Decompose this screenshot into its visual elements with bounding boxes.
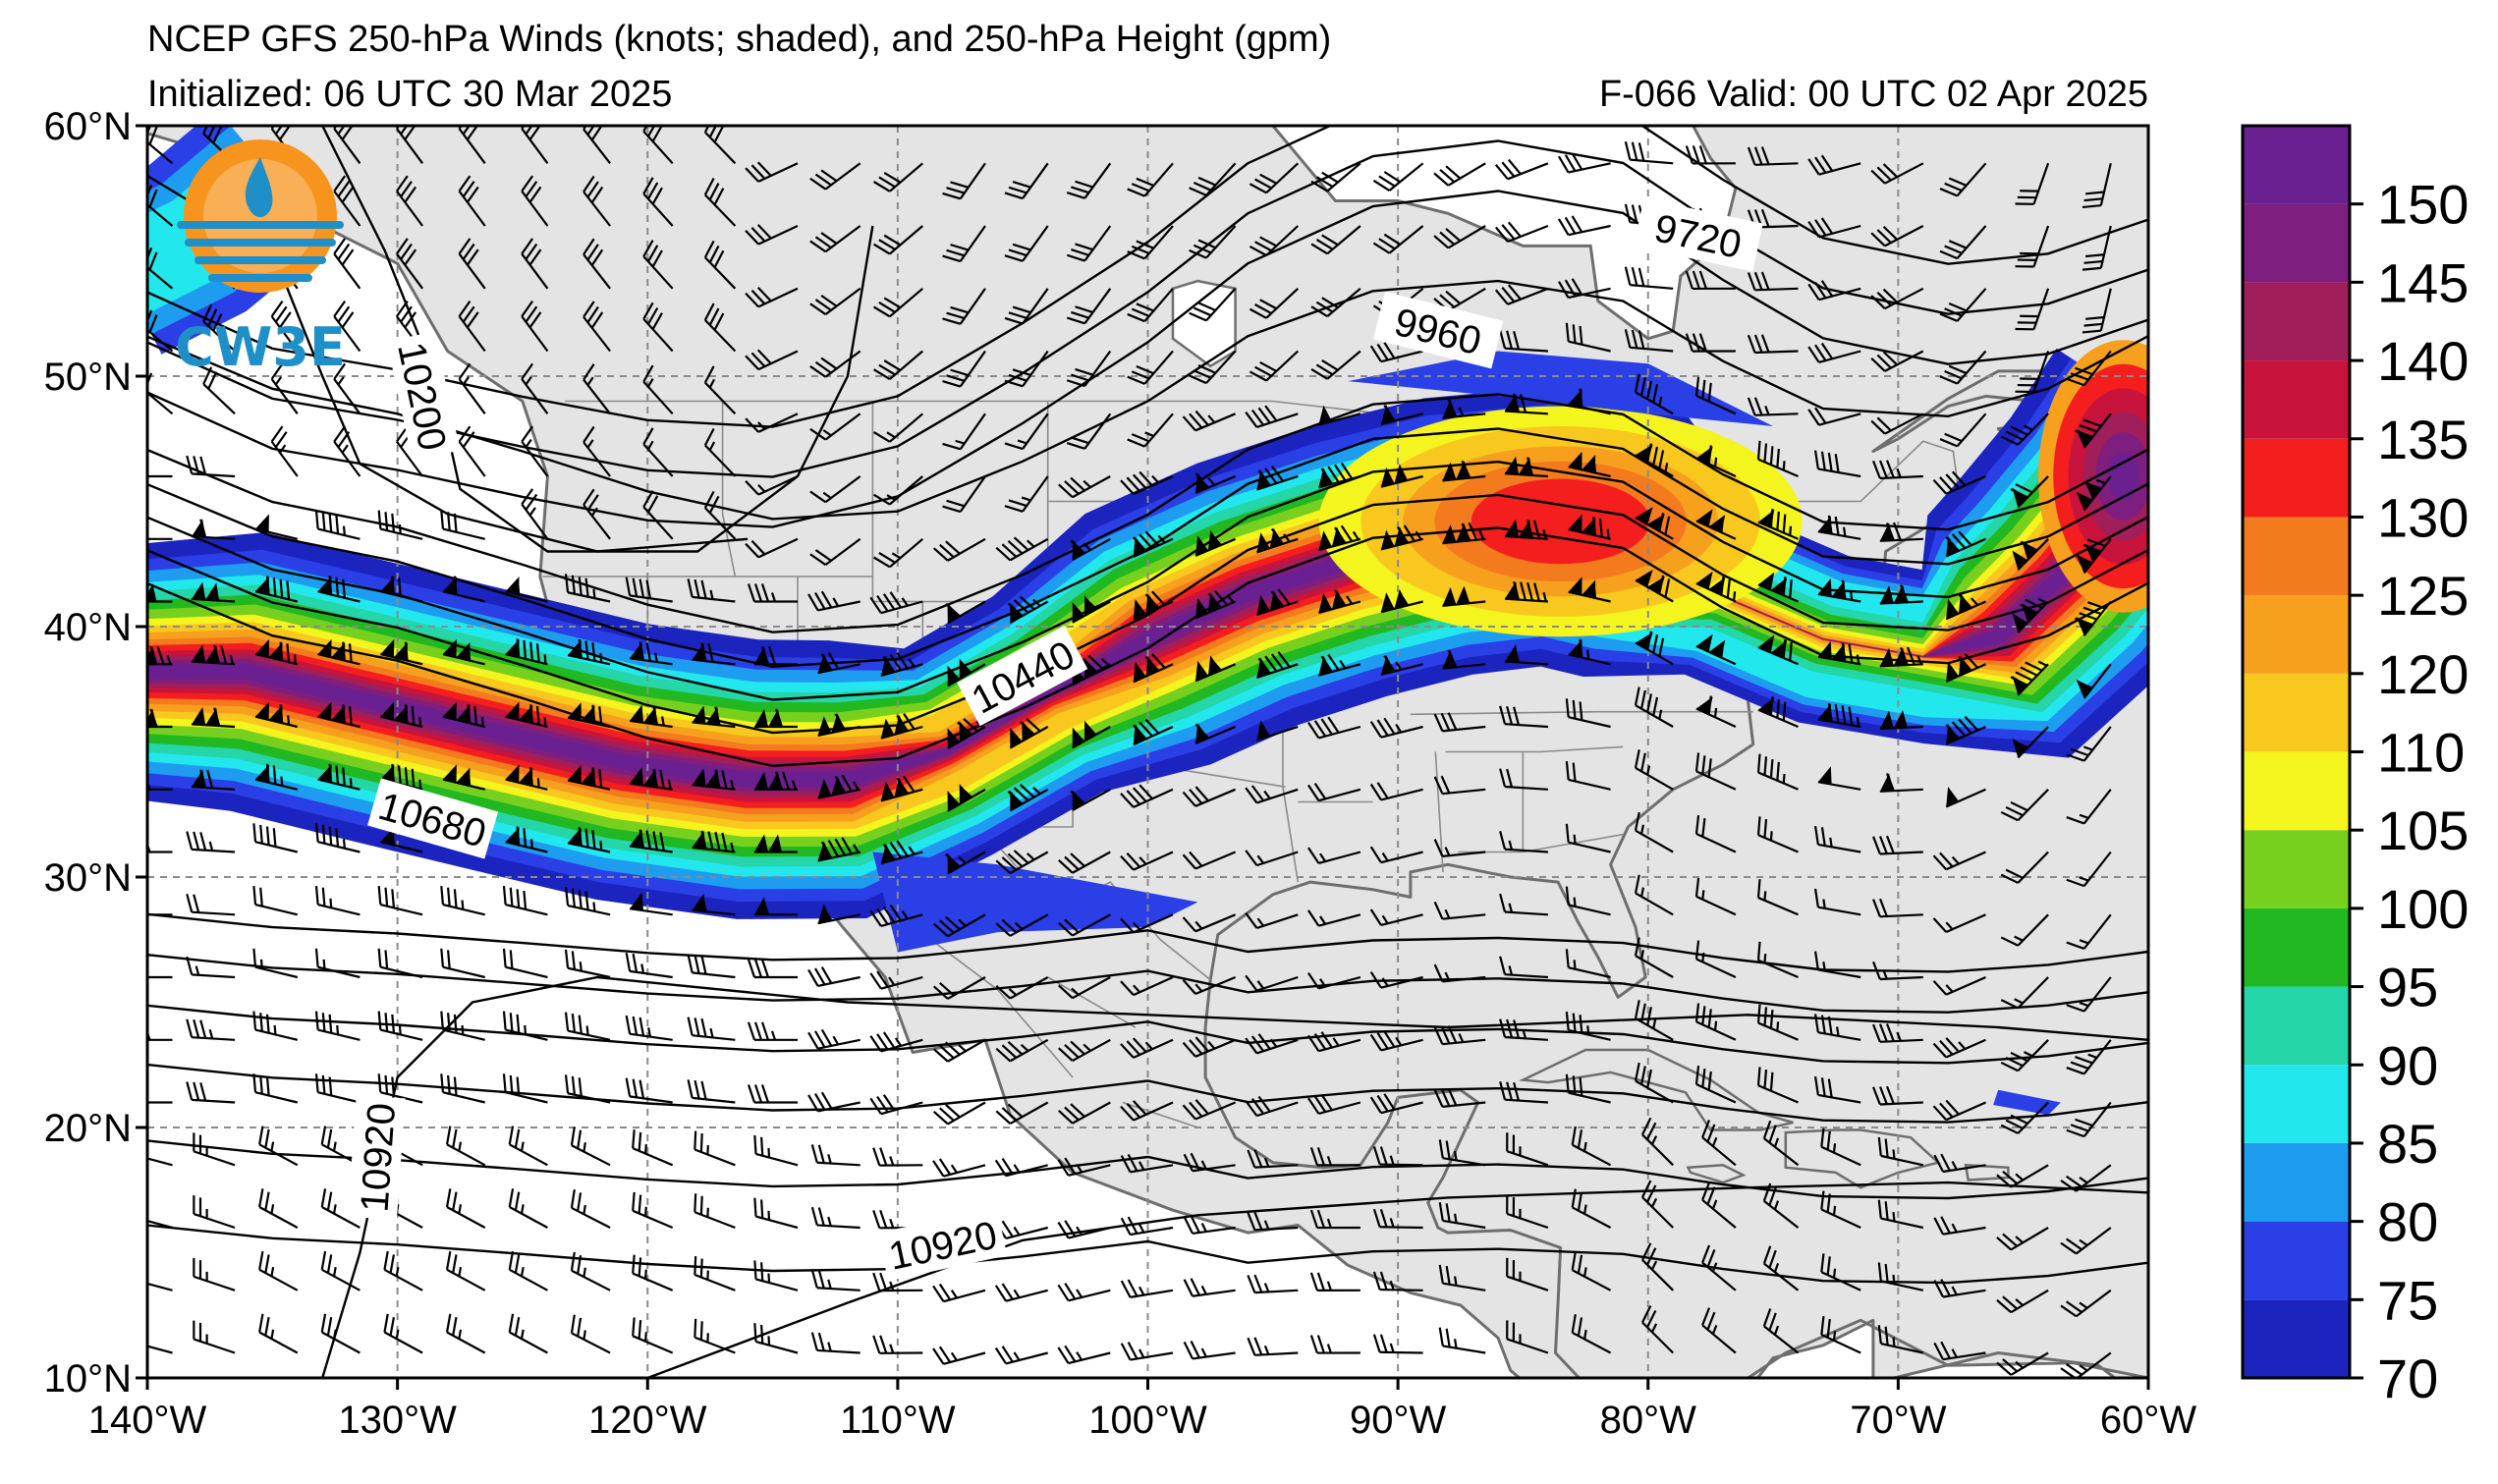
latitude-axis: 60°N 50°N 40°N 30°N 20°N 10°N <box>44 105 147 1401</box>
logo-text: CW3E <box>175 316 346 378</box>
colorbar-label: 75 <box>2377 1269 2438 1331</box>
lat-tick-label: 50°N <box>44 356 132 399</box>
lon-tick-label: 100°W <box>1088 1399 1207 1442</box>
colorbar-swatch <box>2243 126 2350 204</box>
init-time: Initialized: 06 UTC 30 Mar 2025 <box>147 74 672 115</box>
map-title: NCEP GFS 250-hPa Winds (knots; shaded), … <box>147 19 1331 60</box>
cw3e-logo: CW3E <box>175 139 346 378</box>
lat-tick-label: 60°N <box>44 105 132 148</box>
colorbar-label: 95 <box>2377 957 2438 1018</box>
colorbar-label: 145 <box>2377 251 2469 313</box>
colorbar-swatch <box>2243 1065 2350 1143</box>
lon-tick-label: 110°W <box>840 1399 956 1442</box>
colorbar-label: 135 <box>2377 409 2469 470</box>
colorbar-swatch <box>2243 360 2350 439</box>
lon-tick-label: 140°W <box>88 1399 207 1442</box>
colorbar-label: 90 <box>2377 1034 2438 1096</box>
colorbar-swatch <box>2243 282 2350 361</box>
colorbar-label: 120 <box>2377 643 2469 705</box>
colorbar-swatch <box>2243 517 2350 596</box>
colorbar-swatch <box>2243 203 2350 283</box>
lat-tick-label: 20°N <box>44 1107 132 1150</box>
colorbar-label: 110 <box>2377 722 2465 784</box>
colorbar-swatch <box>2243 1299 2350 1378</box>
colorbar-label: 150 <box>2377 174 2469 236</box>
valid-time: F-066 Valid: 00 UTC 02 Apr 2025 <box>1599 74 2148 115</box>
colorbar-swatch <box>2243 986 2350 1066</box>
lon-tick-label: 70°W <box>1850 1399 1946 1442</box>
colorbar-label: 80 <box>2377 1191 2438 1253</box>
lon-tick-label: 80°W <box>1600 1399 1696 1442</box>
wind-barbs <box>147 126 2112 1378</box>
colorbar-label: 85 <box>2377 1113 2438 1175</box>
lat-tick-label: 30°N <box>44 856 132 900</box>
colorbar: 70 75 80 85 90 95 100 105 110 120 125 130 135 140 145 1… <box>2241 124 2469 1409</box>
colorbar-swatch <box>2243 1142 2350 1222</box>
logo-drop-icon <box>245 157 273 218</box>
colorbar-swatch <box>2243 1221 2350 1300</box>
contour-label: 10920 <box>353 1102 404 1214</box>
colorbar-swatch <box>2243 907 2350 987</box>
lon-tick-label: 130°W <box>338 1399 457 1442</box>
colorbar-label: 140 <box>2377 330 2469 392</box>
lat-tick-label: 40°N <box>44 606 132 649</box>
lon-tick-label: 60°W <box>2100 1399 2196 1442</box>
colorbar-swatch <box>2243 751 2350 831</box>
colorbar-label: 125 <box>2377 565 2469 627</box>
colorbar-label: 105 <box>2377 799 2469 861</box>
lon-tick-label: 90°W <box>1350 1399 1446 1442</box>
colorbar-swatch <box>2243 595 2350 674</box>
colorbar-swatch <box>2243 830 2350 908</box>
map-panel <box>147 126 2148 1378</box>
colorbar-swatch <box>2243 673 2350 752</box>
longitude-axis: 140°W 130°W 120°W 110°W 100°W 90°W 80°W 70°W 60°… <box>88 1378 2196 1442</box>
colorbar-label: 130 <box>2377 486 2469 548</box>
lon-tick-label: 120°W <box>588 1399 707 1442</box>
colorbar-swatch <box>2243 438 2350 518</box>
colorbar-label: 100 <box>2377 878 2469 940</box>
lat-tick-label: 10°N <box>44 1357 132 1401</box>
colorbar-label: 70 <box>2377 1347 2438 1409</box>
